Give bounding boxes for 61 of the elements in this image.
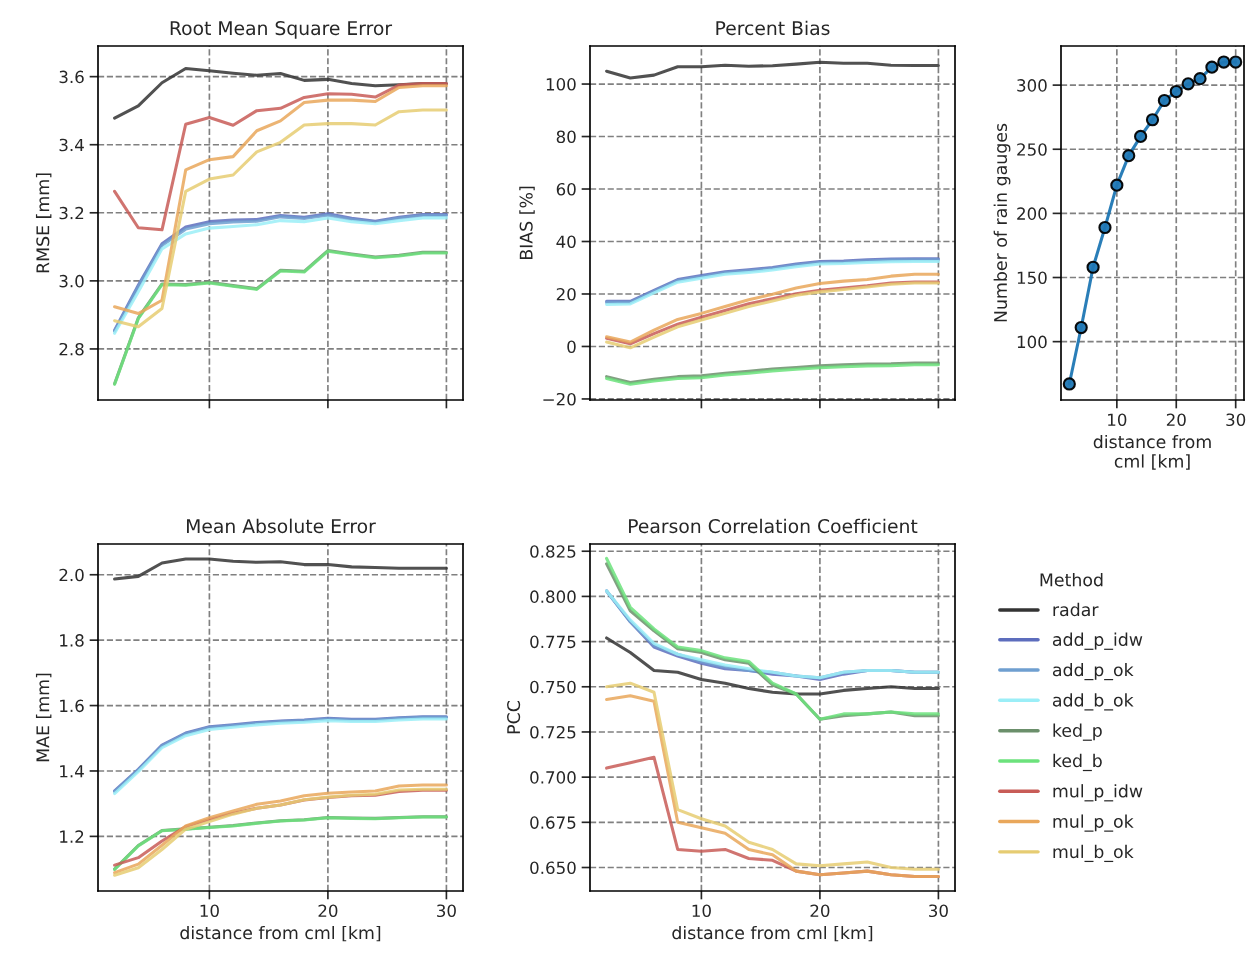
- y-tick-label: 2.8: [59, 342, 84, 356]
- y-tick-label: 1.4: [60, 765, 84, 778]
- x-tick-label: 20: [1166, 413, 1186, 427]
- y-tick-label: 1.2: [60, 830, 84, 843]
- y-axis-title: RMSE [mm]: [35, 173, 52, 273]
- y-tick-label: 100: [546, 78, 576, 91]
- x-tick-label: 10: [1108, 413, 1127, 427]
- legend-label: add_p_ok: [1052, 662, 1134, 681]
- y-axis-title: Number of rain gauges: [993, 123, 1011, 322]
- x-tick-label: 30: [437, 904, 456, 918]
- legend-label: mul_p_idw: [1053, 784, 1143, 802]
- y-tick-label: 1.6: [60, 699, 84, 713]
- legend-label: ked_b: [1053, 753, 1102, 772]
- y-tick-label: 40: [556, 235, 576, 249]
- y-tick-label: 150: [1017, 271, 1047, 285]
- y-tick-label: 0.650: [530, 861, 576, 875]
- y-tick-label: 0.725: [530, 725, 576, 739]
- x-tick-label: 20: [318, 904, 338, 918]
- y-tick-label: 0.775: [530, 635, 576, 649]
- y-tick-label: 0.675: [530, 816, 576, 829]
- y-tick-label: 2.0: [59, 568, 84, 582]
- x-tick-label: 30: [1226, 413, 1246, 427]
- y-tick-label: 80: [556, 130, 576, 144]
- chart-title: Root Mean Square Error: [170, 20, 393, 39]
- y-tick-label: 3.4: [59, 138, 84, 152]
- y-tick-label: 60: [556, 182, 576, 196]
- y-tick-label: 0: [567, 340, 576, 354]
- y-axis-title: BIAS [%]: [519, 186, 535, 260]
- x-axis-title: distance from cml [km]: [180, 925, 381, 942]
- legend-title: Method: [1040, 572, 1103, 587]
- y-tick-label: 100: [1017, 335, 1047, 349]
- legend-label: add_p_idw: [1052, 632, 1143, 650]
- x-tick-label: 10: [692, 904, 711, 918]
- y-tick-label: 3.0: [59, 274, 84, 288]
- y-axis-title: PCC: [507, 701, 521, 734]
- x-axis-title: distance from cml [km]: [672, 925, 873, 942]
- y-tick-label: 250: [1017, 143, 1047, 156]
- chart-title: Percent Bias: [716, 20, 830, 36]
- y-tick-label: −20: [543, 392, 576, 406]
- x-tick-label: 10: [200, 904, 219, 918]
- x-tick-label: 30: [929, 904, 948, 918]
- legend-label: ked_p: [1053, 723, 1102, 741]
- x-tick-label: 20: [810, 904, 830, 918]
- legend-label: add_b_ok: [1052, 693, 1134, 711]
- chart-title: Mean Absolute Error: [187, 518, 376, 534]
- legend-label: radar: [1053, 602, 1099, 617]
- y-tick-label: 3.2: [59, 206, 84, 220]
- y-tick-label: 0.800: [530, 590, 576, 603]
- y-tick-label: 0.700: [530, 771, 576, 784]
- legend-label: mul_b_ok: [1053, 844, 1134, 863]
- y-tick-label: 0.825: [530, 545, 576, 558]
- y-axis-title: MAE [mm]: [35, 673, 52, 762]
- y-tick-label: 0.750: [530, 680, 576, 694]
- y-tick-label: 200: [1017, 207, 1047, 220]
- x-axis-title: distance from cml [km]: [1093, 434, 1211, 470]
- y-tick-label: 1.8: [60, 634, 84, 647]
- y-tick-label: 300: [1017, 79, 1047, 92]
- chart-title: Pearson Correlation Coefficient: [629, 518, 918, 534]
- y-tick-label: 3.6: [59, 70, 84, 84]
- legend-label: mul_p_ok: [1053, 814, 1134, 832]
- y-tick-label: 20: [556, 287, 576, 301]
